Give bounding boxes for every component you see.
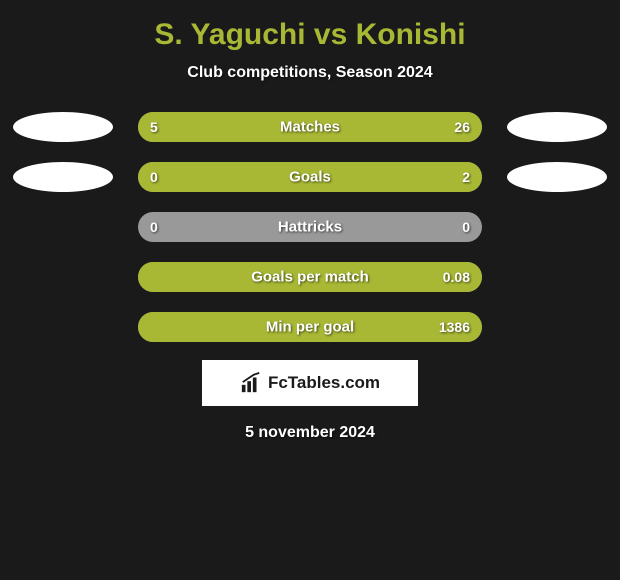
spacer bbox=[13, 312, 113, 342]
bar-matches: 5 Matches 26 bbox=[138, 112, 482, 142]
value-left: 5 bbox=[150, 119, 158, 135]
stat-row-gpm: Goals per match 0.08 bbox=[0, 262, 620, 292]
stat-row-hattricks: 0 Hattricks 0 bbox=[0, 212, 620, 242]
player-right-ellipse bbox=[507, 112, 607, 142]
bar-goals: 0 Goals 2 bbox=[138, 162, 482, 192]
bar-label: Min per goal bbox=[266, 319, 354, 336]
logo-content: FcTables.com bbox=[240, 372, 380, 394]
bar-left-fill bbox=[138, 112, 193, 142]
player-left-ellipse bbox=[13, 112, 113, 142]
stat-row-goals: 0 Goals 2 bbox=[0, 162, 620, 192]
value-right: 1386 bbox=[439, 319, 470, 335]
spacer bbox=[507, 262, 607, 292]
main-container: S. Yaguchi vs Konishi Club competitions,… bbox=[0, 0, 620, 452]
bar-hattricks: 0 Hattricks 0 bbox=[138, 212, 482, 242]
spacer bbox=[507, 312, 607, 342]
logo-text: FcTables.com bbox=[268, 373, 380, 393]
chart-icon bbox=[240, 372, 262, 394]
value-right: 2 bbox=[462, 169, 470, 185]
bar-label: Goals per match bbox=[251, 269, 369, 286]
stats-section: 5 Matches 26 0 Goals 2 0 Hattr bbox=[0, 112, 620, 342]
value-left: 0 bbox=[150, 169, 158, 185]
stat-row-matches: 5 Matches 26 bbox=[0, 112, 620, 142]
logo-box: FcTables.com bbox=[202, 360, 418, 406]
value-right: 0 bbox=[462, 219, 470, 235]
stat-row-mpg: Min per goal 1386 bbox=[0, 312, 620, 342]
bar-label: Matches bbox=[280, 119, 340, 136]
player-right-ellipse bbox=[507, 162, 607, 192]
date-text: 5 november 2024 bbox=[245, 424, 375, 442]
bar-label: Goals bbox=[289, 169, 331, 186]
bar-min-per-goal: Min per goal 1386 bbox=[138, 312, 482, 342]
spacer bbox=[507, 212, 607, 242]
spacer bbox=[13, 262, 113, 292]
value-right: 26 bbox=[454, 119, 470, 135]
player-left-ellipse bbox=[13, 162, 113, 192]
bar-label: Hattricks bbox=[278, 219, 342, 236]
bar-goals-per-match: Goals per match 0.08 bbox=[138, 262, 482, 292]
subtitle: Club competitions, Season 2024 bbox=[187, 64, 432, 82]
value-right: 0.08 bbox=[443, 269, 470, 285]
spacer bbox=[13, 212, 113, 242]
value-left: 0 bbox=[150, 219, 158, 235]
page-title: S. Yaguchi vs Konishi bbox=[154, 18, 465, 52]
